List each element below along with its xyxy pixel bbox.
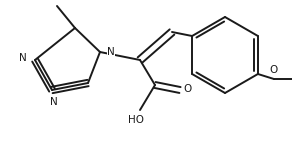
Text: N: N (19, 53, 27, 63)
Text: N: N (50, 97, 58, 107)
Text: HO: HO (128, 115, 144, 125)
Text: O: O (270, 65, 278, 75)
Text: O: O (184, 84, 192, 94)
Text: N: N (107, 47, 115, 57)
